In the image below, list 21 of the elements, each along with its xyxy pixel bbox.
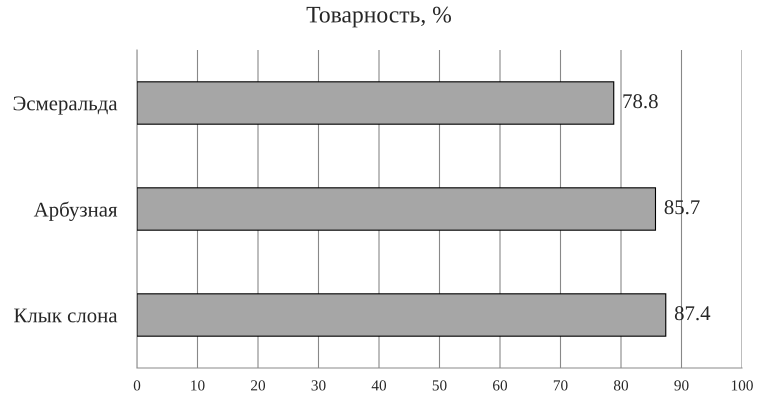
y-tick-label: Арбузная — [34, 202, 118, 221]
data-label: 78.8 — [623, 94, 658, 108]
bar — [137, 293, 666, 337]
bar — [137, 81, 614, 125]
x-tick-label: 50 — [432, 380, 447, 391]
x-tick-label: 10 — [191, 380, 205, 391]
x-tick-label: 100 — [732, 380, 753, 391]
x-tick-label: 60 — [493, 380, 508, 391]
data-label: 87.4 — [674, 306, 710, 320]
bar — [137, 187, 656, 231]
y-tick-label: Клык слона — [14, 308, 118, 322]
data-label: 85.7 — [664, 200, 700, 214]
x-tick-label: 80 — [614, 380, 628, 391]
x-tick-label: 40 — [372, 380, 386, 391]
x-tick-label: 90 — [674, 380, 689, 391]
x-tick-label: 30 — [312, 380, 326, 391]
x-tick-label: 20 — [251, 380, 266, 391]
chart-title: Товарность, % — [306, 6, 452, 28]
x-tick-label: 70 — [554, 380, 568, 391]
x-tick-label: 0 — [134, 380, 140, 391]
y-tick-label: Эсмеральда — [14, 96, 118, 115]
